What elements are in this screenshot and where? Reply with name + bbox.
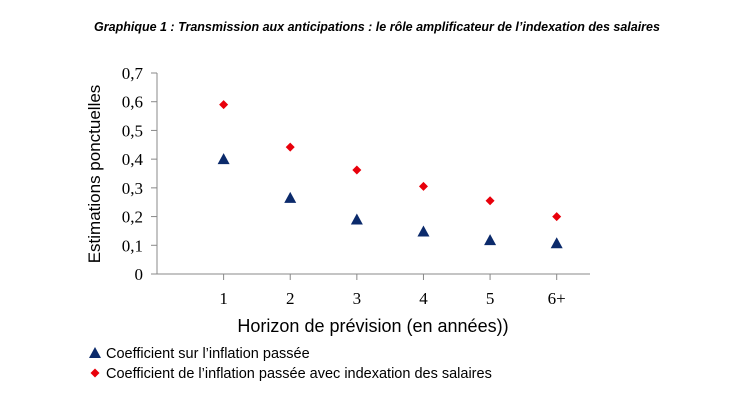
y-tick-label: 0,6	[122, 93, 143, 112]
y-tick-label: 0	[135, 265, 144, 284]
y-tick-label: 0,4	[122, 150, 144, 169]
data-point	[418, 181, 428, 191]
data-point	[484, 234, 497, 246]
legend-marker	[89, 347, 101, 358]
data-point	[417, 225, 430, 237]
data-point	[217, 153, 230, 165]
data-point	[352, 165, 362, 175]
y-tick-label: 0,2	[122, 208, 143, 227]
chart-title: Graphique 1 : Transmission aux anticipat…	[94, 20, 660, 34]
x-tick-label: 5	[486, 289, 495, 308]
y-tick-label: 0,5	[122, 121, 143, 140]
data-point	[485, 196, 495, 206]
data-point	[219, 100, 229, 110]
data-point	[350, 213, 363, 225]
data-point	[552, 212, 562, 222]
y-axis-label: Estimations ponctuelles	[85, 85, 104, 264]
x-tick-label: 1	[219, 289, 228, 308]
x-tick-label: 6+	[548, 289, 566, 308]
y-tick-label: 0,1	[122, 236, 143, 255]
x-tick-label: 2	[286, 289, 295, 308]
data-point	[285, 142, 295, 152]
legend-label: Coefficient de l’inflation passée avec i…	[106, 366, 492, 382]
legend-marker	[90, 368, 100, 378]
x-tick-label: 4	[419, 289, 428, 308]
x-tick-label: 3	[353, 289, 362, 308]
y-tick-label: 0,3	[122, 179, 143, 198]
y-tick-label: 0,7	[122, 64, 144, 83]
data-point	[550, 237, 563, 249]
legend-label: Coefficient sur l’inflation passée	[106, 346, 310, 362]
data-point	[284, 191, 297, 203]
x-axis-label: Horizon de prévision (en années))	[237, 316, 508, 336]
